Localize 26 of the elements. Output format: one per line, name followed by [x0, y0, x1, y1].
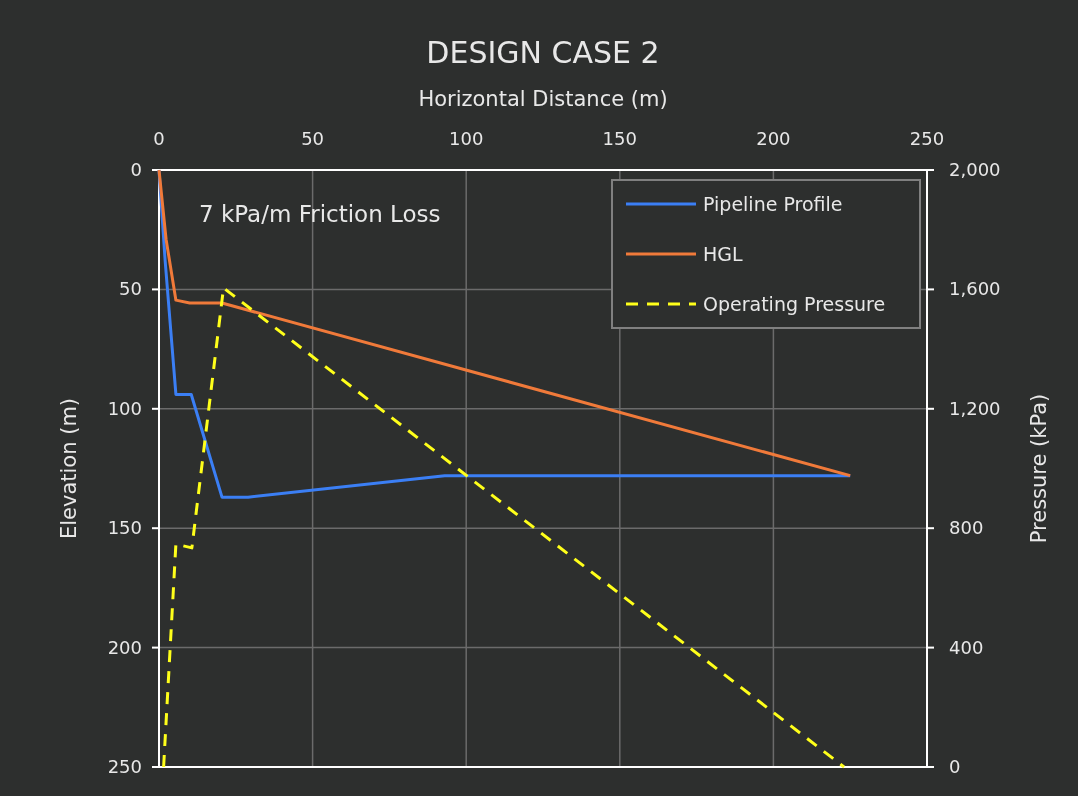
y-tick-label: 150 [107, 517, 142, 539]
x-tick-label: 250 [909, 128, 945, 149]
y2-tick-label: 1,200 [949, 397, 1001, 419]
x-axis-title: Horizontal Distance (m) [418, 87, 668, 111]
y-tick-label: 200 [107, 636, 142, 658]
y2-tick-label: 2,000 [949, 159, 1001, 180]
x-tick-label: 50 [301, 128, 325, 149]
y2-axis-title: Pressure (kPa) [1027, 393, 1051, 544]
y-tick-label: 250 [107, 756, 142, 777]
chart-title: DESIGN CASE 2 [426, 35, 660, 70]
y2-tick-label: 400 [949, 636, 984, 658]
legend-label: Operating Pressure [703, 293, 886, 315]
y-axis-title: Elevation (m) [57, 397, 81, 540]
x-tick-label: 100 [449, 128, 484, 149]
legend-label: HGL [703, 243, 744, 265]
y2-tick-label: 800 [949, 517, 984, 539]
y-tick-label: 0 [130, 159, 142, 180]
y-tick-label: 100 [107, 397, 142, 419]
x-tick-label: 0 [153, 128, 165, 149]
x-tick-label: 200 [756, 128, 791, 149]
y2-tick-label: 0 [949, 756, 961, 777]
x-tick-label: 150 [602, 128, 637, 149]
y2-tick-label: 1,600 [949, 278, 1001, 300]
annotation: 7 kPa/m Friction Loss [199, 201, 441, 227]
legend-label: Pipeline Profile [703, 193, 843, 215]
y-tick-label: 50 [119, 278, 142, 300]
